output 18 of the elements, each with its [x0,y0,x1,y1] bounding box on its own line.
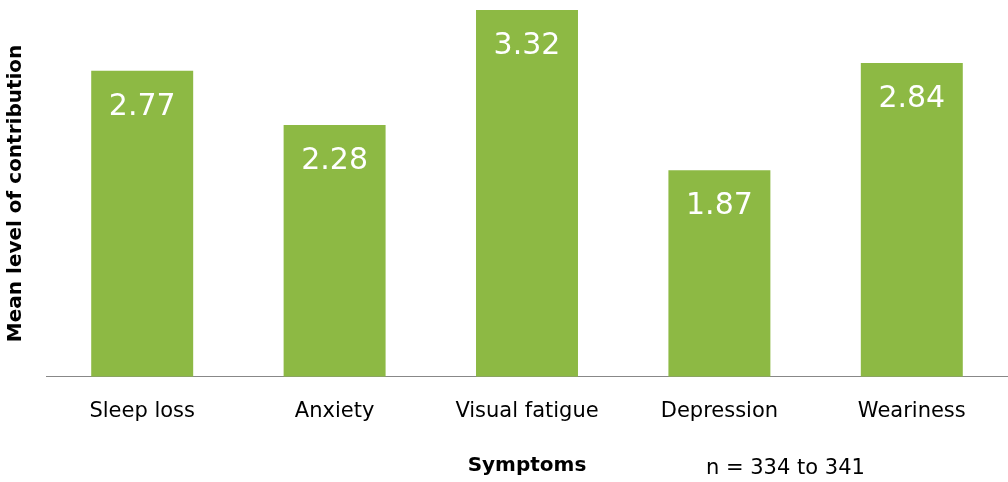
text: n = 334 to 341 [706,455,865,479]
data-label: 1.87 [686,186,753,221]
data-label: 2.84 [878,78,946,114]
x-tick-label: Visual fatigue [455,397,599,422]
bar [91,70,194,377]
x-tick-label: Weariness [857,397,966,422]
bar [476,10,578,377]
x-axis-title: Symptoms [467,452,587,477]
bar [860,63,963,377]
data-label: 2.28 [301,140,368,176]
bar [668,170,771,377]
data-label: 3.32 [493,25,561,61]
x-tick-label: Depression [660,397,779,422]
y-axis-title: Mean level of contribution [2,44,27,343]
bar [283,124,386,377]
data-label: 2.77 [108,86,176,122]
x-tick-label: Sleep loss [89,397,195,422]
x-tick-label: Anxiety [294,397,375,422]
